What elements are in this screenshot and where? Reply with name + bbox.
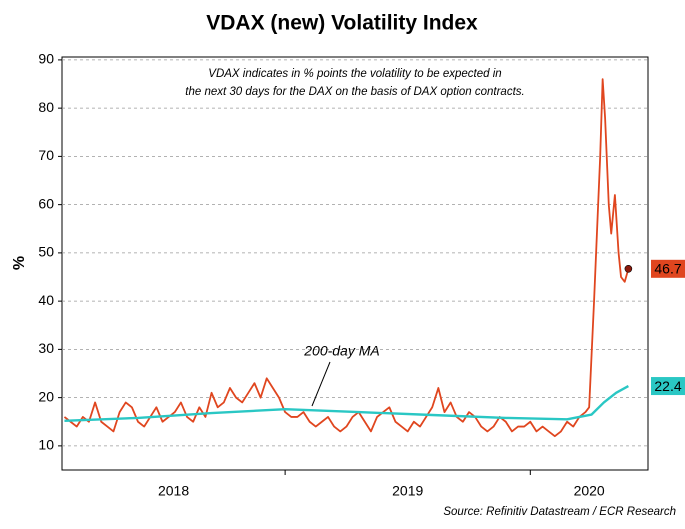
y-tick-label: 40 [38,292,54,308]
y-tick-label: 20 [38,388,54,404]
end-value-box [651,259,685,278]
x-tick-label: 2019 [392,483,423,499]
source: Source: Refinitiv Datastream / ECR Resea… [443,506,676,518]
end-value-box [651,377,685,396]
series-label: 200-day MA [303,343,379,359]
leader-line [311,361,331,407]
x-tick-label: 2018 [158,483,189,499]
plot-frame [61,56,649,471]
chart-title: VDAX (new) Volatility Index [206,12,478,35]
y-tick-label: 70 [38,147,54,163]
series-line [64,384,629,422]
end-value-label: 22.4 [654,378,681,394]
y-tick-label: 80 [38,99,54,115]
y-axis-label: % [11,256,28,270]
y-tick-label: 30 [38,340,54,356]
y-tick-label: 90 [38,51,54,67]
end-value-label: 46.7 [654,261,681,277]
x-tick-label: 2020 [574,483,605,499]
note: VDAX indicates in % points the volatilit… [208,68,501,80]
end-marker [624,265,633,273]
note: the next 30 days for the DAX on the basi… [185,86,524,98]
series-line [63,78,630,438]
y-tick-label: 10 [38,437,54,453]
y-tick-label: 50 [38,244,54,260]
y-tick-label: 60 [38,195,54,211]
